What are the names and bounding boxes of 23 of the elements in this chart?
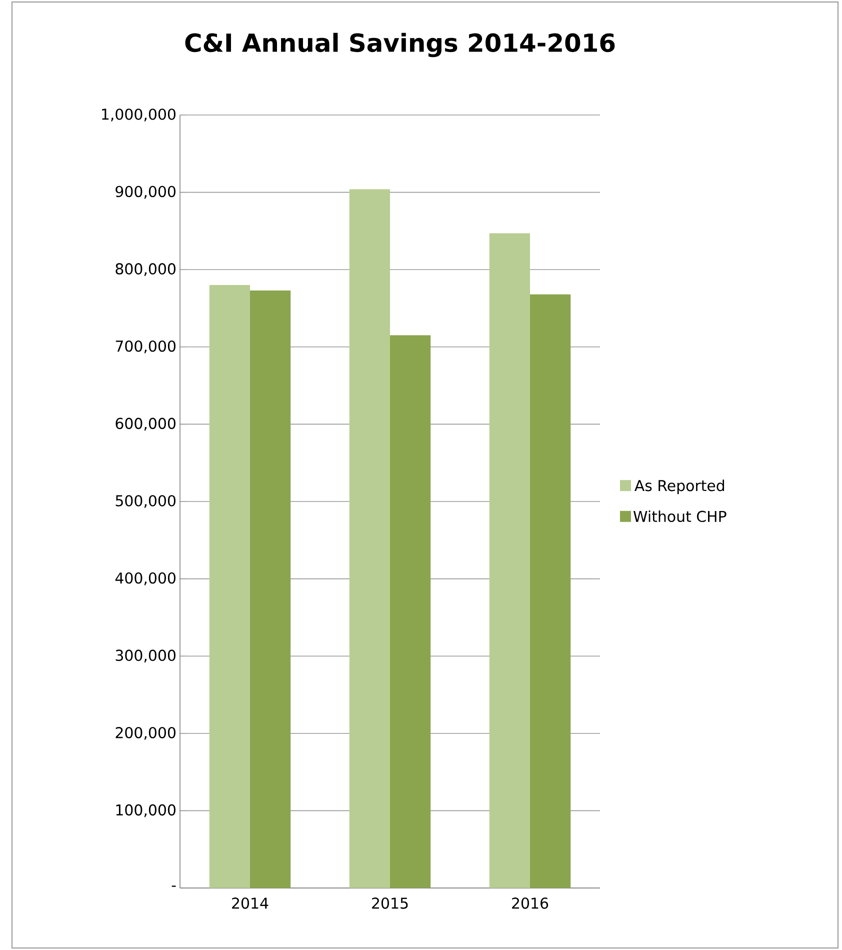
bar: [250, 290, 291, 888]
y-tick-label: 900,000: [116, 186, 176, 199]
y-tick-label: -: [172, 886, 176, 887]
bar: [489, 233, 530, 888]
y-tick-label: 700,000: [116, 340, 176, 354]
bar: [390, 335, 431, 888]
x-tick-label: 2016: [512, 898, 548, 909]
y-tick-label: 1,000,000: [102, 108, 176, 122]
legend-label: As Reported: [634, 480, 724, 494]
chart-title: C&I Annual Savings 2014-2016: [185, 32, 615, 58]
y-tick-label: 600,000: [116, 418, 176, 431]
y-tick-label: 100,000: [116, 804, 176, 818]
y-tick-label: 200,000: [116, 726, 176, 740]
bar: [349, 189, 390, 888]
y-tick-label: 400,000: [115, 572, 176, 586]
y-tick-label: 800,000: [116, 263, 176, 276]
bar: [530, 294, 571, 888]
bar: [209, 285, 250, 888]
y-tick-label: 500,000: [116, 495, 176, 508]
x-tick-label: 2014: [232, 898, 268, 909]
y-tick-label: 300,000: [116, 650, 176, 662]
x-tick-label: 2015: [372, 898, 408, 909]
legend-label: Without CHP: [633, 510, 726, 522]
